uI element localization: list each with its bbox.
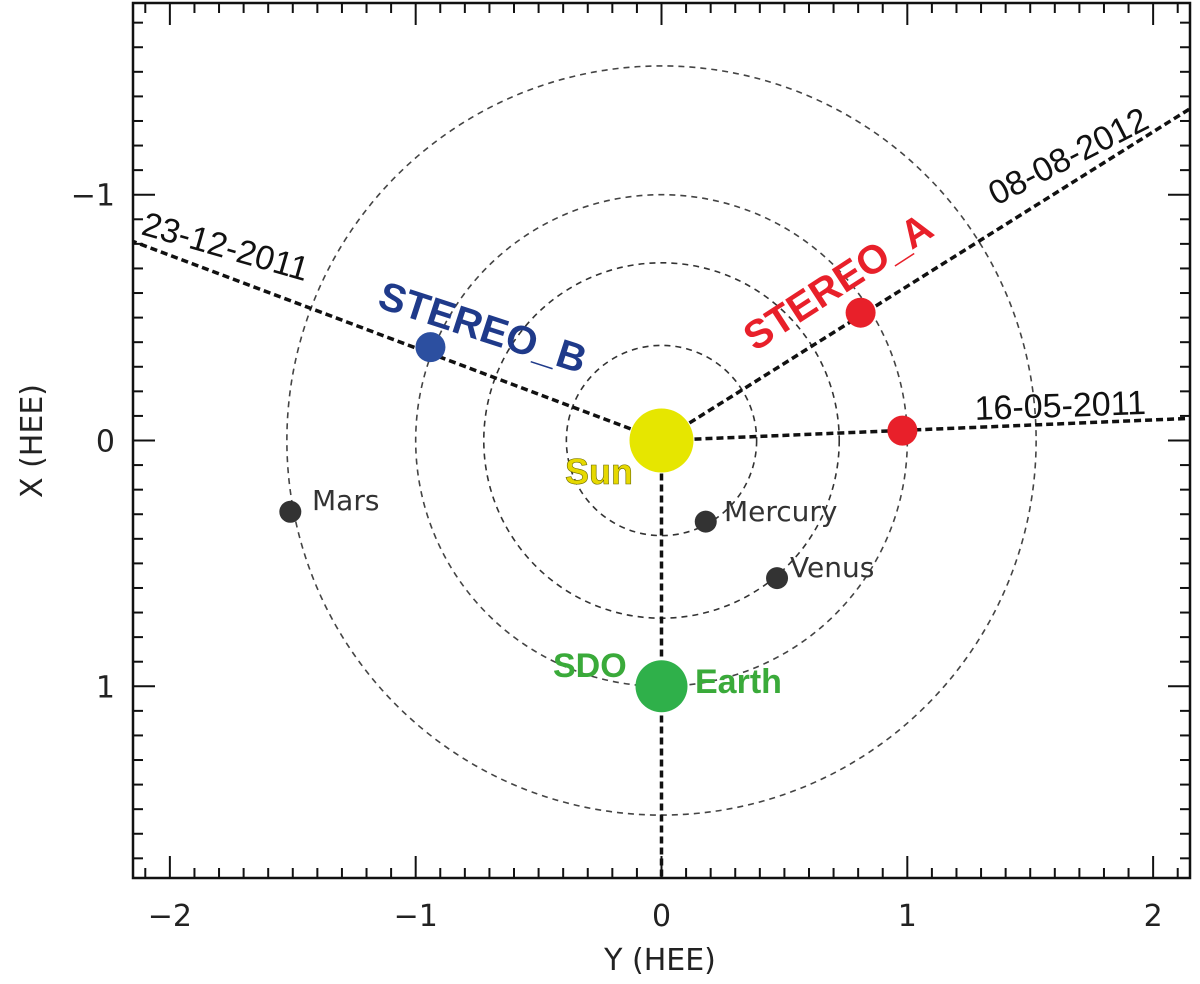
sdo-label: SDO xyxy=(553,647,627,685)
mercury-label: Mercury xyxy=(724,495,838,528)
x-axis-title: Y (HEE) xyxy=(603,943,716,978)
mercury-marker xyxy=(694,510,717,533)
date-line-16-05-2011 xyxy=(661,416,1191,443)
y-tick-label: 0 xyxy=(96,425,115,460)
stereo-a-label: STEREO_A xyxy=(736,205,941,359)
sun-marker xyxy=(629,408,694,473)
ticks-layer: −2 −1 0 1 2 −1 0 1 xyxy=(71,3,1190,934)
stereo-b-marker xyxy=(415,332,446,363)
y-axis-title: X (HEE) xyxy=(15,384,50,498)
mars-label: Mars xyxy=(312,484,379,517)
x-tick-label: 2 xyxy=(1144,899,1163,934)
earth-label: Earth xyxy=(695,663,782,701)
x-tick-label: −2 xyxy=(148,899,192,934)
mars-marker xyxy=(279,500,302,523)
bodies-layer xyxy=(279,297,918,713)
stereo-a-marker xyxy=(845,297,876,328)
sun-label: Sun xyxy=(565,451,633,492)
stereo-a-2011-marker xyxy=(887,415,918,446)
y-tick-label: −1 xyxy=(71,179,115,214)
date-lines-layer xyxy=(132,107,1191,878)
plot-frame xyxy=(131,1,1192,880)
date-label-16-05-2011: 16-05-2011 xyxy=(974,384,1147,428)
date-line-08-08-2012 xyxy=(660,107,1191,442)
earth-marker xyxy=(635,660,688,713)
x-tick-label: 0 xyxy=(652,899,671,934)
stereo-b-label: STEREO_B xyxy=(373,274,592,382)
orbit-ring xyxy=(565,344,758,537)
x-tick-label: 1 xyxy=(898,899,917,934)
date-label-08-08-2012: 08-08-2012 xyxy=(982,100,1154,213)
venus-label: Venus xyxy=(790,551,874,584)
y-tick-label: 1 xyxy=(96,670,115,705)
venus-marker xyxy=(766,567,789,590)
date-line-23-12-2011 xyxy=(132,239,663,443)
x-tick-label: −1 xyxy=(394,899,438,934)
